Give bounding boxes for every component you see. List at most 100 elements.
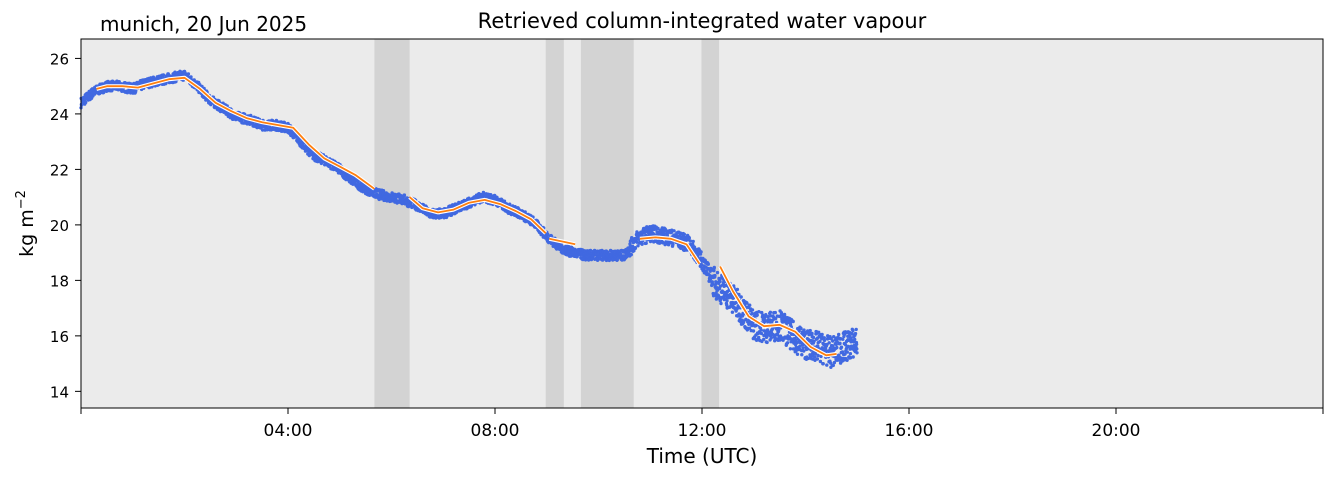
scatter-point <box>751 329 756 333</box>
scatter-point <box>84 100 88 105</box>
scatter-point <box>629 252 633 257</box>
scatter-point <box>615 258 619 262</box>
scatter-point <box>766 315 770 319</box>
scatter-point <box>161 73 166 77</box>
scatter-point <box>744 317 748 322</box>
scatter-point <box>763 318 767 323</box>
scatter-point <box>816 353 820 358</box>
scatter-point <box>818 339 822 344</box>
y-tick-label: 26 <box>50 50 69 68</box>
scatter-point <box>715 270 720 275</box>
scatter-point <box>854 327 858 332</box>
scatter-point <box>186 72 191 76</box>
scatter-point <box>117 80 121 84</box>
scatter-point <box>699 262 704 267</box>
scatter-point <box>791 347 796 351</box>
line-segment <box>409 196 547 234</box>
scatter-point <box>769 336 773 340</box>
scatter-point <box>808 328 812 333</box>
scatter-point <box>761 313 765 317</box>
scatter-point <box>635 240 639 244</box>
scatter-point <box>802 349 806 353</box>
scatter-point <box>714 291 718 295</box>
scatter-point <box>762 337 766 342</box>
scatter-point <box>192 78 196 82</box>
scatter-point <box>710 282 715 287</box>
scatter-point <box>588 248 593 253</box>
scatter-point <box>523 210 527 214</box>
scatter-point <box>747 326 752 330</box>
scatter-point <box>837 332 841 337</box>
scatter-point <box>759 328 763 332</box>
scatter-point <box>777 328 781 333</box>
scatter-point <box>813 352 818 356</box>
scatter-point <box>819 354 823 359</box>
scatter-point <box>725 299 729 303</box>
scatter-point <box>586 258 591 262</box>
scatter-point <box>839 345 844 349</box>
scatter-point <box>850 332 854 336</box>
scatter-point <box>849 344 854 348</box>
y-tick-label: 24 <box>50 106 69 124</box>
x-axis: 04:00 08:00 12:00 16:00 20:00 <box>80 408 1324 441</box>
scatter-point <box>735 287 740 292</box>
scatter-point <box>853 331 858 336</box>
scatter-point <box>843 352 847 356</box>
scatter-point <box>381 189 386 193</box>
scatter-point <box>773 310 777 315</box>
scatter-point <box>851 328 855 333</box>
y-tick-label: 22 <box>50 161 69 179</box>
scatter-point <box>832 360 837 365</box>
scatter-point <box>788 347 793 351</box>
scatter-point <box>714 280 718 284</box>
scatter-point <box>799 326 803 331</box>
x-tick-label: 08:00 <box>471 421 520 441</box>
scatter-point <box>699 250 703 254</box>
scatter-point <box>838 341 842 346</box>
x-tick-label: 04:00 <box>264 421 313 441</box>
scatter-point <box>774 316 778 321</box>
line-segment <box>96 76 375 190</box>
scatter-point <box>402 193 407 197</box>
scatter-point <box>834 342 838 347</box>
scatter-point <box>760 310 764 315</box>
scatter-point <box>820 332 824 337</box>
scatter-point <box>189 75 193 79</box>
scatter-point <box>848 356 853 360</box>
scatter-point <box>831 339 835 343</box>
scatter-point <box>581 257 585 262</box>
scatter-point <box>855 347 859 351</box>
scatter-point <box>644 241 648 245</box>
scatter-point <box>841 337 845 341</box>
line-segment <box>719 266 837 357</box>
scatter-point <box>843 343 848 347</box>
scatter-point <box>795 352 800 356</box>
scatter-point <box>800 353 804 357</box>
scatter-point <box>822 338 827 343</box>
shaded-interval <box>580 39 634 408</box>
scatter-point <box>735 307 739 311</box>
line-segment <box>639 236 701 265</box>
scatter-point <box>821 362 825 366</box>
y-axis: 14 16 18 20 22 24 26 <box>50 50 81 401</box>
scatter-point <box>508 202 512 206</box>
scatter-point <box>706 262 710 266</box>
shaded-interval <box>374 39 410 408</box>
scatter-point <box>737 292 741 297</box>
y-axis-label-exponent: −2 <box>14 190 29 209</box>
scatter-point <box>846 344 851 349</box>
scatter-point <box>812 339 816 343</box>
scatter-point <box>765 340 769 345</box>
y-tick-label: 16 <box>50 328 69 346</box>
scatter-point <box>768 310 773 314</box>
scatter-point <box>854 342 859 346</box>
scatter-point <box>835 339 839 344</box>
y-tick-label: 18 <box>50 272 69 290</box>
scatter-point <box>818 359 823 364</box>
scatter-point <box>656 226 660 231</box>
location-date-label: munich, 20 Jun 2025 <box>100 12 308 36</box>
scatter-point <box>682 232 686 236</box>
scatter-point <box>831 363 835 368</box>
scatter-point <box>845 358 849 362</box>
